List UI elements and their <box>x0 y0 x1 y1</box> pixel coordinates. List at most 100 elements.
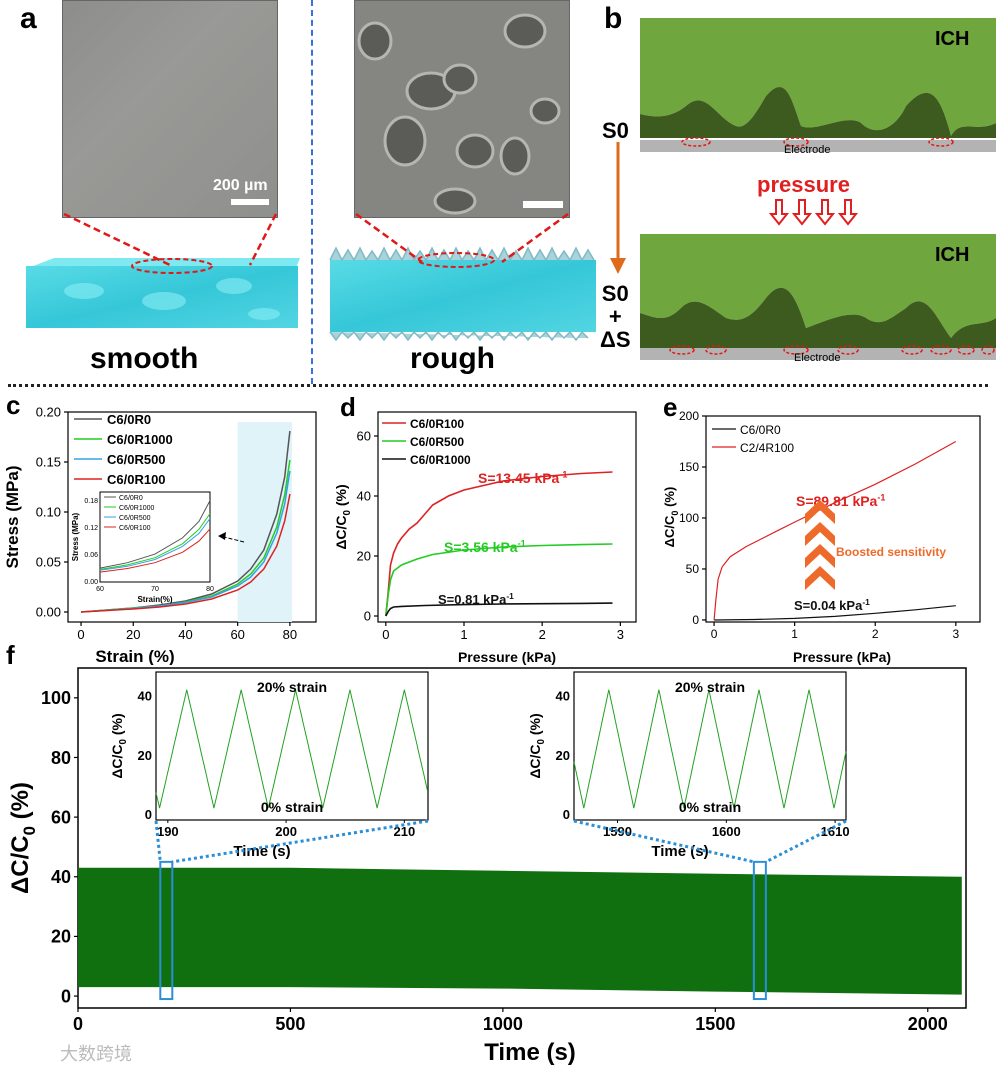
legend-label: C6/0R0 <box>740 423 781 437</box>
inset-x-axis-label: Time (s) <box>651 843 708 860</box>
ich-bottom <box>640 234 996 360</box>
ich-top-label: ICH <box>935 28 970 50</box>
sensitivity-annotation: S=0.81 kPa-1 <box>438 591 514 607</box>
plot-frame <box>705 415 981 623</box>
chevron-arrow <box>805 544 835 568</box>
x-tick-label: 0 <box>73 1014 83 1034</box>
chevron-arrow <box>805 566 835 590</box>
panel-b-label: b <box>604 2 623 35</box>
y-tick-label: 0.20 <box>36 405 61 420</box>
x-axis-label: Pressure (kPa) <box>793 649 891 665</box>
inset-y-axis-label: ΔC/C0 (%) <box>527 713 547 778</box>
sensitivity-annotation: S=3.56 kPa-1 <box>444 538 526 555</box>
zoom-connector <box>573 819 755 864</box>
inset-legend-label: C6/0R100 <box>119 525 151 532</box>
y-tick-label: 0 <box>692 613 699 627</box>
y-axis-label: ΔC/C0 (%) <box>333 484 353 549</box>
panel-e-label: e <box>663 392 678 422</box>
inset-x-tick-label: 190 <box>157 824 179 839</box>
x-tick-label: 40 <box>178 627 192 642</box>
inset-legend-label: C6/0R0 <box>119 495 143 502</box>
inset-x-axis-label: Strain(%) <box>137 595 172 604</box>
panel-a-divider <box>311 0 313 384</box>
inset-series-line <box>99 500 211 569</box>
section-divider <box>8 384 988 387</box>
state-initial: S0 <box>602 118 629 143</box>
y-tick-label: 0.00 <box>36 605 61 620</box>
y-tick-label: 0 <box>364 609 371 624</box>
smooth-caption: smooth <box>90 342 199 375</box>
rough-micrograph <box>354 0 570 218</box>
series-line-C2/4R100 <box>713 440 957 621</box>
inset-x-tick-label: 60 <box>96 586 104 593</box>
scale-bar <box>231 199 269 205</box>
inset-x-axis-label: Time (s) <box>233 843 290 860</box>
inset-y-tick-label: 0.12 <box>84 525 98 532</box>
inset-y-tick-label: 0.00 <box>84 579 98 586</box>
plot-frame <box>377 411 637 623</box>
inset-wave <box>573 689 847 809</box>
rough-texture <box>355 1 569 217</box>
series-line-C6/0R100 <box>81 493 291 613</box>
legend-label: C6/0R100 <box>107 472 166 487</box>
x-tick-label: 3 <box>617 627 624 642</box>
watermark: 大数跨境 <box>60 1044 132 1064</box>
x-axis-label: Pressure (kPa) <box>458 649 556 665</box>
inset-y-tick-label: 20 <box>138 748 152 763</box>
zoom-connector <box>765 819 847 864</box>
x-tick-label: 2000 <box>908 1014 948 1034</box>
plot-frame <box>67 411 317 623</box>
x-tick-label: 500 <box>275 1014 305 1034</box>
scale-bar-label: 200 µm <box>213 177 268 194</box>
inset-y-tick-label: 20 <box>556 748 570 763</box>
smooth-micrograph: 200 µm <box>62 0 278 218</box>
electrode-top-label: Electrode <box>784 144 831 156</box>
legend-label: C6/0R500 <box>410 435 464 449</box>
x-tick-label: 0 <box>711 627 718 641</box>
zoom-box <box>752 860 767 1001</box>
panel-d-label: d <box>340 392 356 422</box>
inset-y-tick-label: 0 <box>145 807 152 822</box>
inset-y-tick-label: 0 <box>563 807 570 822</box>
inset-x-tick-label: 1610 <box>821 824 850 839</box>
y-tick-label: 150 <box>679 460 699 474</box>
legend-label: C2/4R100 <box>740 441 794 455</box>
y-tick-label: 100 <box>41 688 71 708</box>
inset-series-line <box>99 528 211 573</box>
y-tick-label: 20 <box>51 927 71 947</box>
inset-title-bottom: 0% strain <box>261 799 323 815</box>
y-axis-label: Stress (MPa) <box>3 466 22 569</box>
inset-legend-label: C6/0R500 <box>119 515 151 522</box>
inset-x-tick-label: 70 <box>151 586 159 593</box>
sensitivity-annotation: S=0.04 kPa-1 <box>794 597 870 613</box>
inset-frame <box>155 671 429 821</box>
panel-a-label: a <box>20 2 37 35</box>
pressure-label: pressure <box>757 172 850 197</box>
state-final: S0 + ΔS <box>600 281 631 352</box>
inset-y-tick-label: 40 <box>138 689 152 704</box>
y-tick-label: 20 <box>357 549 371 564</box>
inset-y-axis-label: Stress (MPa) <box>71 512 80 561</box>
ich-bottom-label: ICH <box>935 244 970 266</box>
x-tick-label: 1500 <box>695 1014 735 1034</box>
x-tick-label: 0 <box>77 627 84 642</box>
signal-band <box>78 867 962 995</box>
y-tick-label: 80 <box>51 748 71 768</box>
chart-c: 0 20 40 60 80 0.00 0.05 0.10 0.15 0.20 Strain (%) S… <box>3 405 317 665</box>
legend-label: C6/0R1000 <box>107 432 173 447</box>
chart-e: 0 1 2 3 0 50 100 150 200 Pressure (kPa) ΔC/C0 (%) C… <box>662 409 981 665</box>
x-tick-label: 1 <box>791 627 798 641</box>
y-tick-label: 50 <box>686 562 700 576</box>
inset-y-tick-label: 40 <box>556 689 570 704</box>
inset-title-bottom: 0% strain <box>679 799 741 815</box>
series-line-C6/0R100 <box>385 471 613 617</box>
legend-label: C6/0R100 <box>410 417 464 431</box>
zoom-connector <box>172 819 429 864</box>
panel-f-label: f <box>6 640 15 670</box>
x-tick-label: 1 <box>460 627 467 642</box>
inset-y-tick-label: 0.18 <box>84 498 98 505</box>
chart-d: 0 1 2 3 0 20 40 60 Pressure (kPa) ΔC/C0 (%) C6/0R1… <box>333 411 637 665</box>
sensitivity-annotation: S=89.81 kPa-1 <box>796 492 885 509</box>
scale-bar-rough <box>523 201 563 208</box>
